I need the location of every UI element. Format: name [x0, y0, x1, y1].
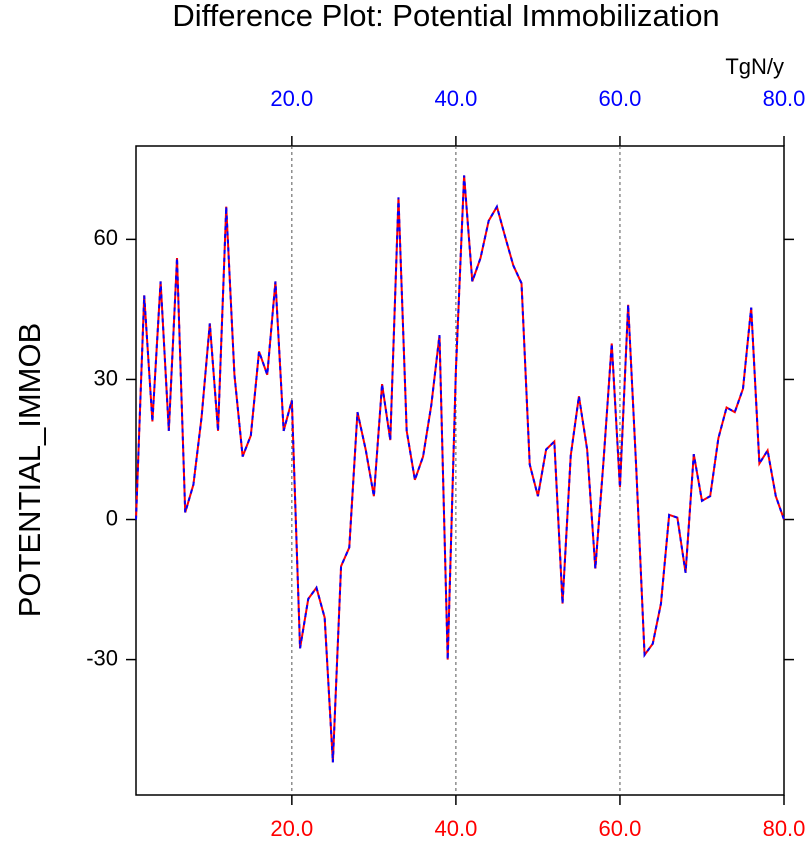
- x2-axis-unit: TgN/y: [725, 54, 784, 79]
- data-line: [135, 175, 785, 763]
- x2-tick-label: 40.0: [434, 86, 477, 111]
- y-tick-label: -30: [86, 645, 118, 670]
- x-tick-label: 40.0: [434, 816, 477, 841]
- x2-tick-label: 20.0: [270, 86, 313, 111]
- chart-title: Difference Plot: Potential Immobilizatio…: [172, 0, 719, 33]
- plot-frame: [135, 145, 785, 796]
- y-tick-label: 0: [106, 505, 118, 530]
- x2-tick-label: 60.0: [599, 86, 642, 111]
- x2-tick-label: 80.0: [763, 86, 806, 111]
- x-tick-label: 60.0: [599, 816, 642, 841]
- y-tick-label: 60: [94, 225, 118, 250]
- y-axis-label: POTENTIAL_IMMOB: [12, 323, 47, 618]
- x-tick-label: 80.0: [763, 816, 806, 841]
- y-tick-label: 30: [94, 365, 118, 390]
- x-tick-label: 20.0: [270, 816, 313, 841]
